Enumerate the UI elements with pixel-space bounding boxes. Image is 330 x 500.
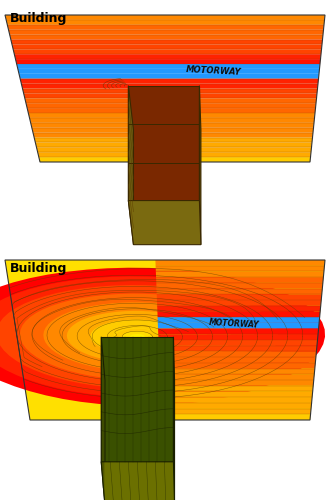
Polygon shape	[28, 113, 315, 118]
Polygon shape	[20, 294, 255, 380]
Polygon shape	[6, 20, 324, 25]
Polygon shape	[27, 108, 315, 113]
Polygon shape	[155, 260, 325, 266]
Polygon shape	[0, 276, 302, 398]
Text: MOTORWAY: MOTORWAY	[186, 65, 242, 77]
Polygon shape	[114, 328, 161, 345]
Polygon shape	[160, 386, 313, 392]
Polygon shape	[0, 268, 325, 406]
Polygon shape	[17, 64, 320, 69]
Polygon shape	[22, 88, 317, 94]
Polygon shape	[158, 328, 318, 334]
Polygon shape	[101, 337, 174, 462]
Polygon shape	[18, 69, 319, 74]
Polygon shape	[156, 266, 324, 272]
Polygon shape	[31, 123, 314, 128]
Text: Building: Building	[10, 12, 67, 25]
Polygon shape	[24, 94, 317, 98]
Polygon shape	[67, 311, 208, 362]
Polygon shape	[174, 337, 175, 500]
Polygon shape	[159, 352, 316, 357]
Polygon shape	[12, 44, 322, 50]
Polygon shape	[5, 260, 325, 420]
Polygon shape	[19, 74, 319, 78]
Polygon shape	[199, 86, 201, 244]
Polygon shape	[21, 84, 318, 88]
Polygon shape	[156, 277, 323, 283]
Polygon shape	[90, 320, 184, 354]
Polygon shape	[26, 103, 316, 108]
Polygon shape	[156, 288, 322, 294]
Polygon shape	[158, 323, 319, 328]
Polygon shape	[156, 283, 323, 288]
Polygon shape	[157, 306, 321, 312]
Polygon shape	[34, 138, 313, 142]
Polygon shape	[128, 86, 133, 244]
Polygon shape	[160, 392, 313, 397]
Polygon shape	[33, 132, 313, 138]
Polygon shape	[122, 331, 152, 342]
Polygon shape	[43, 302, 231, 372]
Polygon shape	[159, 346, 317, 352]
Polygon shape	[160, 374, 314, 380]
Polygon shape	[158, 340, 317, 345]
Text: MOTORWAY: MOTORWAY	[209, 318, 259, 330]
Polygon shape	[161, 414, 311, 420]
Polygon shape	[9, 30, 323, 35]
Polygon shape	[159, 363, 315, 368]
Polygon shape	[157, 294, 322, 300]
Polygon shape	[10, 34, 323, 40]
Polygon shape	[0, 285, 278, 389]
Polygon shape	[5, 15, 325, 20]
Polygon shape	[160, 368, 315, 374]
Polygon shape	[115, 328, 160, 345]
Polygon shape	[38, 152, 311, 157]
Text: Building: Building	[10, 262, 67, 275]
Polygon shape	[157, 312, 320, 317]
Polygon shape	[128, 86, 199, 200]
Polygon shape	[13, 50, 321, 54]
Polygon shape	[157, 300, 321, 306]
Polygon shape	[20, 78, 318, 84]
Polygon shape	[130, 334, 145, 340]
Polygon shape	[161, 408, 311, 414]
Polygon shape	[156, 272, 324, 277]
Polygon shape	[158, 334, 318, 340]
Polygon shape	[128, 200, 201, 244]
Polygon shape	[101, 337, 105, 500]
Polygon shape	[161, 397, 312, 403]
Polygon shape	[39, 157, 311, 162]
Polygon shape	[37, 148, 312, 152]
Polygon shape	[161, 403, 312, 408]
Polygon shape	[14, 54, 321, 59]
Polygon shape	[29, 118, 314, 123]
Polygon shape	[25, 98, 316, 103]
Polygon shape	[7, 25, 324, 29]
Polygon shape	[35, 142, 312, 148]
Polygon shape	[101, 462, 175, 500]
Polygon shape	[11, 40, 322, 44]
Polygon shape	[159, 357, 316, 363]
Polygon shape	[32, 128, 314, 132]
Polygon shape	[16, 59, 320, 64]
Polygon shape	[160, 380, 314, 386]
Polygon shape	[158, 317, 320, 323]
